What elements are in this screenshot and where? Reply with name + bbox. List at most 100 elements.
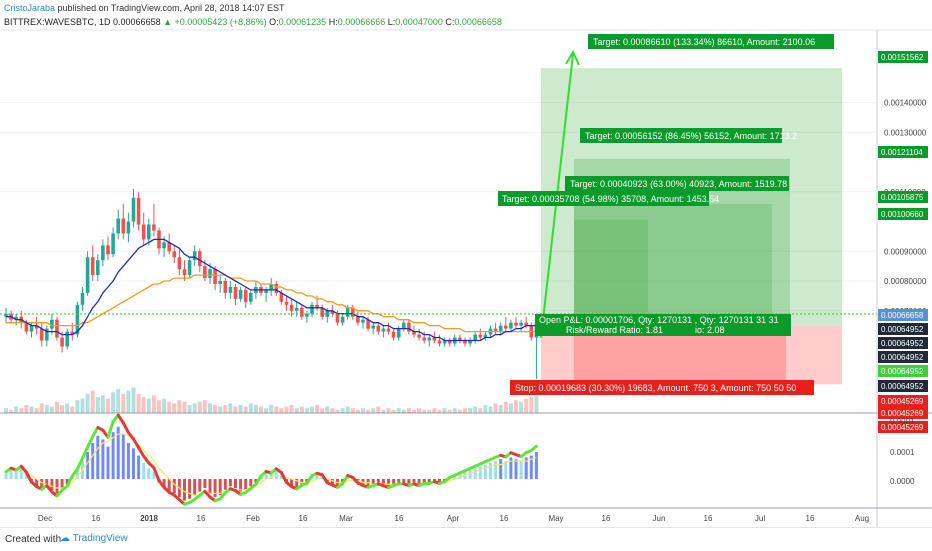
open-pl-label[interactable]: Open P&L: 0.00001706, Qty: 1270131 , Qty… [535,314,791,336]
volume-bar [90,390,95,413]
candle-body [90,257,95,276]
target-label-3[interactable]: Target: 0.00040923 (63.00%) 40923, Amoun… [565,176,789,191]
volume-bar [534,395,539,413]
ma-fast-line [6,238,537,342]
price-tick-label: 0.00140000 [884,99,927,108]
volume-bar [304,408,309,413]
osc-histogram-bar [300,479,304,485]
volume-bar [519,401,524,413]
osc-histogram-bar [50,479,54,490]
time-tick-label: Mar [339,514,353,523]
price-badge-text: 0.00064952 [881,353,924,362]
osc-histogram-bar [213,479,217,497]
target-label-4[interactable]: Target: 0.00035708 (54.98%) 35708, Amoun… [498,191,719,206]
candle-body [136,197,141,225]
price-badge-text: 0.00064952 [881,325,924,334]
volume-bar [320,408,325,413]
tradingview-brand: TradingView [72,533,128,544]
osc-histogram-bar [40,479,44,488]
candle-body [524,322,528,326]
osc-histogram-bar [371,479,375,485]
price-badge-text: 0.00064952 [881,339,924,348]
price-badge-text: 0.00045269 [881,397,924,406]
ohlc-low: 0.00047000 [395,17,443,27]
target-label-2-text: Target: 0.00056152 (86.45%) 56152, Amoun… [585,131,797,141]
osc-histogram-bar [274,470,278,479]
candle-body [504,325,508,329]
osc-macd-segment [132,437,141,450]
target-label-4-text: Target: 0.00035708 (54.98%) 35708, Amoun… [502,194,719,204]
volume-bar [162,398,167,413]
osc-histogram-bar [188,479,192,499]
osc-histogram-bar [218,479,222,496]
ohlc-high: 0.00066666 [337,17,386,27]
osc-histogram-bar [264,471,268,479]
volume-bar [197,401,202,413]
time-tick-label: Jul [755,514,765,523]
ohlc-close: 0.00066658 [454,17,502,27]
volume-bar [121,393,126,413]
osc-histogram-bar [162,479,166,488]
candle-body [376,325,381,332]
osc-histogram-bar [432,479,436,481]
volume-bar [131,387,136,413]
price-tick-label: 0.00130000 [884,128,927,137]
volume-bar [238,405,243,413]
osc-signal-line [6,433,537,496]
candle-body [371,325,375,329]
volume-bar [85,393,90,413]
candle-body [279,292,284,302]
osc-histogram-bar [499,459,503,479]
volume-bar [213,405,218,413]
osc-histogram-bar [519,461,523,479]
price-badge [878,407,928,419]
osc-histogram-bar [279,473,283,479]
candle-body [340,316,345,323]
volume-bar [437,409,442,413]
volume-bar [335,409,340,413]
osc-macd-segment [75,456,84,471]
author-link[interactable]: CristoJaraba [4,3,56,13]
osc-macd-segment [86,435,95,449]
candle-body [417,334,421,338]
candle-body [187,260,192,276]
symbol-label[interactable]: BITTREX:WAVESBTC, 1D [4,17,111,27]
target-label-3-text: Target: 0.00040923 (63.00%) 40923, Amoun… [570,179,787,189]
osc-histogram-bar [65,479,69,485]
candle-body [294,307,299,311]
osc-histogram-bar [397,479,401,483]
volume-bar [39,403,44,413]
volume-bar [100,395,105,413]
candle-body [85,257,90,293]
time-tick-label: 16 [704,514,713,523]
target-label-1-text: Target: 0.00086610 (133.34%) 86610, Amou… [593,37,815,47]
target-label-2[interactable]: Target: 0.00056152 (86.45%) 56152, Amoun… [580,128,797,143]
candle-body [162,242,166,249]
volume-bar [381,409,386,413]
target-label-1[interactable]: Target: 0.00086610 (133.34%) 86610, Amou… [588,34,834,49]
price-chart[interactable]: 0.001400000.001300000.001100000.00090000… [0,0,932,527]
ohlc-c-label: C: [445,17,455,27]
osc-histogram-bar [228,479,232,487]
osc-histogram-bar [96,435,100,479]
tradingview-logo[interactable]: ☁ TradingView [60,533,128,544]
osc-histogram-bar [438,479,441,483]
osc-macd-segment [279,471,288,484]
candle-body [458,337,462,341]
volume-bar [498,405,503,413]
osc-histogram-bar [121,434,125,479]
volume-bar [325,406,330,413]
price-badge [878,380,928,392]
profit-zone-3 [574,204,772,326]
candle-body [473,334,477,341]
price-badge [878,191,928,203]
stop-label[interactable]: Stop: 0.00019683 (30.30%) 19683, Amount:… [510,380,814,395]
candle-body [284,301,289,305]
volume-bar [259,406,263,413]
osc-histogram-bar [4,473,8,479]
osc-histogram-bar [60,479,64,488]
osc-histogram-bar [14,471,18,479]
price-badge-text: 0.00151562 [881,53,924,62]
volume-bar [44,405,49,413]
price-badge-text: 0.00064952 [881,367,924,376]
